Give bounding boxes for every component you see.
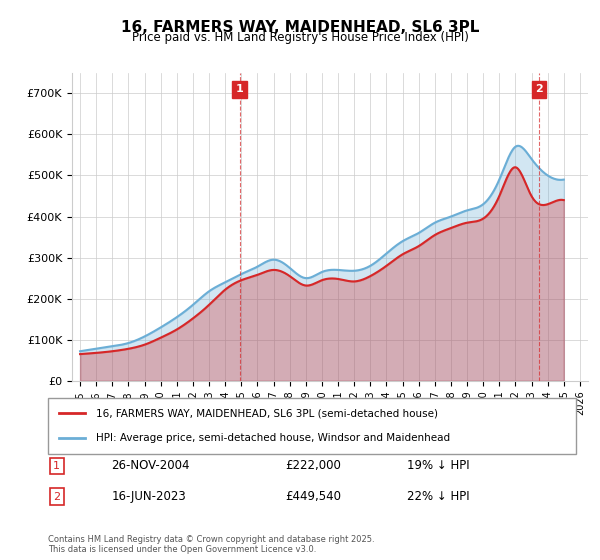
Text: 2: 2	[53, 492, 61, 502]
Text: £222,000: £222,000	[286, 459, 341, 473]
Text: 16, FARMERS WAY, MAIDENHEAD, SL6 3PL: 16, FARMERS WAY, MAIDENHEAD, SL6 3PL	[121, 20, 479, 35]
Text: 26-NOV-2004: 26-NOV-2004	[112, 459, 190, 473]
FancyBboxPatch shape	[48, 398, 576, 454]
Text: 19% ↓ HPI: 19% ↓ HPI	[407, 459, 470, 473]
Text: Contains HM Land Registry data © Crown copyright and database right 2025.
This d: Contains HM Land Registry data © Crown c…	[48, 535, 374, 554]
Text: 2: 2	[535, 84, 543, 94]
Text: 16-JUN-2023: 16-JUN-2023	[112, 490, 186, 503]
Text: 1: 1	[53, 461, 60, 471]
Text: 22% ↓ HPI: 22% ↓ HPI	[407, 490, 470, 503]
Text: £449,540: £449,540	[286, 490, 341, 503]
Text: HPI: Average price, semi-detached house, Windsor and Maidenhead: HPI: Average price, semi-detached house,…	[95, 433, 449, 443]
Text: 1: 1	[236, 84, 244, 94]
Text: 16, FARMERS WAY, MAIDENHEAD, SL6 3PL (semi-detached house): 16, FARMERS WAY, MAIDENHEAD, SL6 3PL (se…	[95, 408, 437, 418]
Text: Price paid vs. HM Land Registry's House Price Index (HPI): Price paid vs. HM Land Registry's House …	[131, 31, 469, 44]
